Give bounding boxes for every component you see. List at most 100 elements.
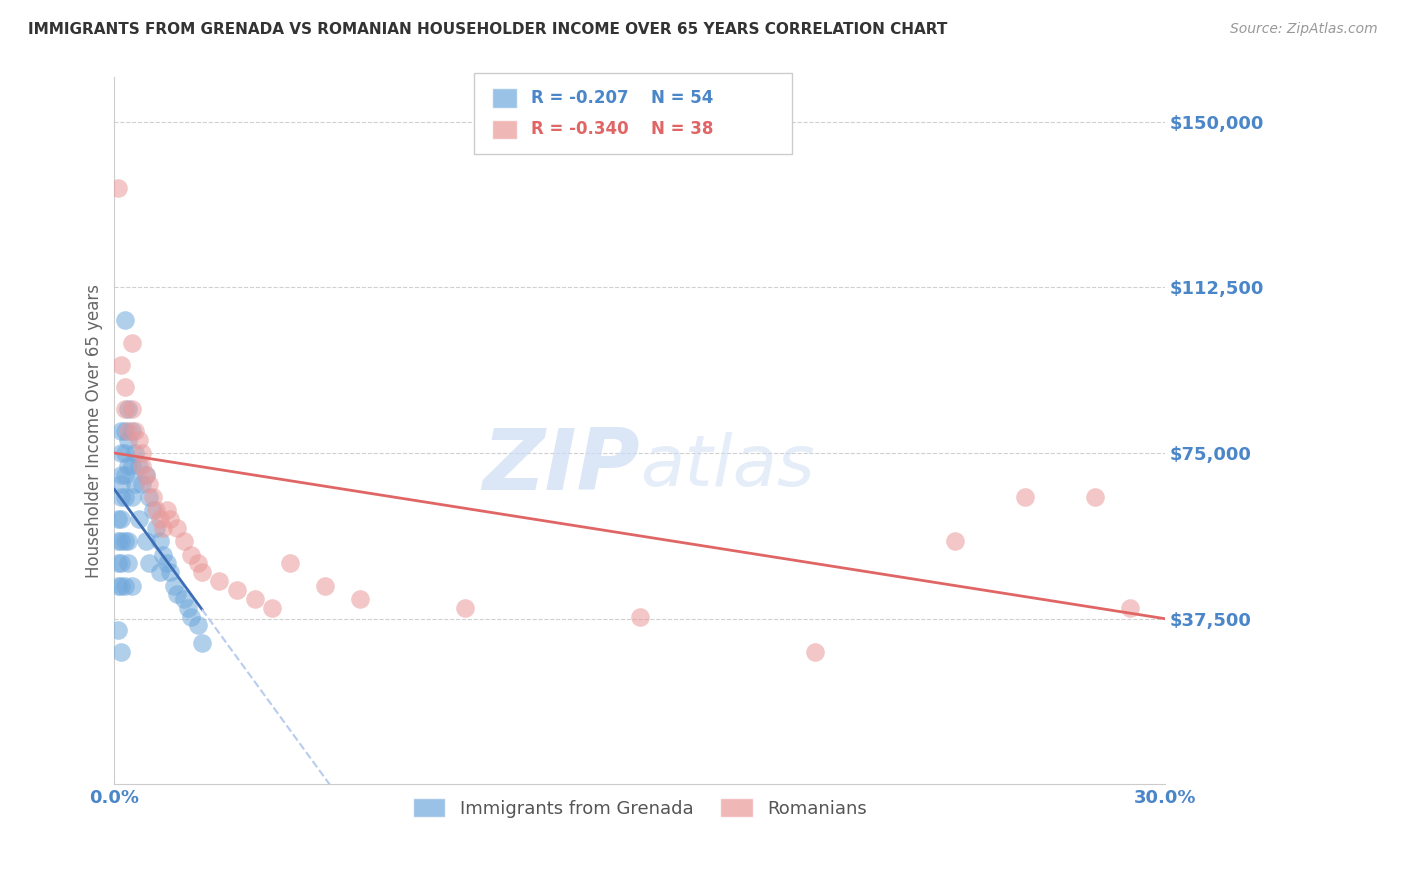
Point — [177, 600, 200, 615]
Point — [135, 468, 157, 483]
Point — [173, 534, 195, 549]
Point — [142, 503, 165, 517]
Point — [187, 557, 209, 571]
Point — [628, 609, 651, 624]
Point — [124, 477, 146, 491]
Point — [260, 600, 283, 615]
Text: N = 54: N = 54 — [651, 89, 713, 107]
Point — [149, 566, 172, 580]
Point — [208, 574, 231, 589]
Point — [107, 512, 129, 526]
Point — [226, 582, 249, 597]
Point — [128, 433, 150, 447]
Point — [142, 490, 165, 504]
Point — [131, 459, 153, 474]
Point — [110, 557, 132, 571]
Point — [107, 534, 129, 549]
Point — [114, 380, 136, 394]
Point — [117, 433, 139, 447]
Point — [121, 459, 143, 474]
Legend: Immigrants from Grenada, Romanians: Immigrants from Grenada, Romanians — [405, 791, 875, 825]
Point — [145, 503, 167, 517]
Point — [110, 468, 132, 483]
Point — [149, 534, 172, 549]
Point — [131, 477, 153, 491]
Point — [114, 534, 136, 549]
Point — [145, 521, 167, 535]
Point — [804, 645, 827, 659]
Point — [107, 557, 129, 571]
Point — [117, 557, 139, 571]
Point — [124, 424, 146, 438]
Point — [135, 534, 157, 549]
Point — [943, 534, 966, 549]
Point — [117, 401, 139, 416]
Point — [349, 591, 371, 606]
Point — [159, 512, 181, 526]
Point — [180, 609, 202, 624]
Point — [314, 578, 336, 592]
Point — [114, 468, 136, 483]
Point — [110, 578, 132, 592]
Point — [156, 557, 179, 571]
Point — [1014, 490, 1036, 504]
Y-axis label: Householder Income Over 65 years: Householder Income Over 65 years — [86, 284, 103, 578]
Point — [138, 557, 160, 571]
Text: atlas: atlas — [640, 432, 814, 500]
Point — [110, 358, 132, 372]
Text: R = -0.340: R = -0.340 — [531, 120, 628, 138]
Point — [124, 446, 146, 460]
Point — [128, 512, 150, 526]
Point — [135, 468, 157, 483]
Point — [152, 548, 174, 562]
Point — [156, 503, 179, 517]
Text: ZIP: ZIP — [482, 425, 640, 508]
Point — [110, 424, 132, 438]
Point — [117, 424, 139, 438]
Point — [152, 521, 174, 535]
Point — [121, 401, 143, 416]
Point — [243, 591, 266, 606]
Point — [1119, 600, 1142, 615]
Point — [187, 618, 209, 632]
Point — [110, 477, 132, 491]
Point — [114, 490, 136, 504]
Point — [121, 578, 143, 592]
Point — [159, 566, 181, 580]
Point — [121, 424, 143, 438]
Text: Source: ZipAtlas.com: Source: ZipAtlas.com — [1230, 22, 1378, 37]
Point — [191, 566, 214, 580]
Point — [128, 459, 150, 474]
Point — [117, 534, 139, 549]
Point — [180, 548, 202, 562]
Point — [121, 335, 143, 350]
Point — [110, 446, 132, 460]
Text: N = 38: N = 38 — [651, 120, 713, 138]
Point — [131, 446, 153, 460]
Point — [163, 578, 186, 592]
Point — [117, 459, 139, 474]
Point — [110, 534, 132, 549]
Text: R = -0.207: R = -0.207 — [531, 89, 628, 107]
Point — [107, 578, 129, 592]
Point — [1084, 490, 1107, 504]
Point — [114, 446, 136, 460]
Point — [110, 645, 132, 659]
Point — [114, 424, 136, 438]
Point — [110, 490, 132, 504]
Point — [166, 587, 188, 601]
Point — [166, 521, 188, 535]
Point — [121, 490, 143, 504]
Text: IMMIGRANTS FROM GRENADA VS ROMANIAN HOUSEHOLDER INCOME OVER 65 YEARS CORRELATION: IMMIGRANTS FROM GRENADA VS ROMANIAN HOUS… — [28, 22, 948, 37]
Point — [107, 181, 129, 195]
Point — [191, 636, 214, 650]
Point — [114, 401, 136, 416]
Point — [173, 591, 195, 606]
Point — [138, 477, 160, 491]
Point — [110, 512, 132, 526]
Point — [107, 623, 129, 637]
Point — [138, 490, 160, 504]
Point — [114, 578, 136, 592]
Point — [149, 512, 172, 526]
Point — [114, 313, 136, 327]
